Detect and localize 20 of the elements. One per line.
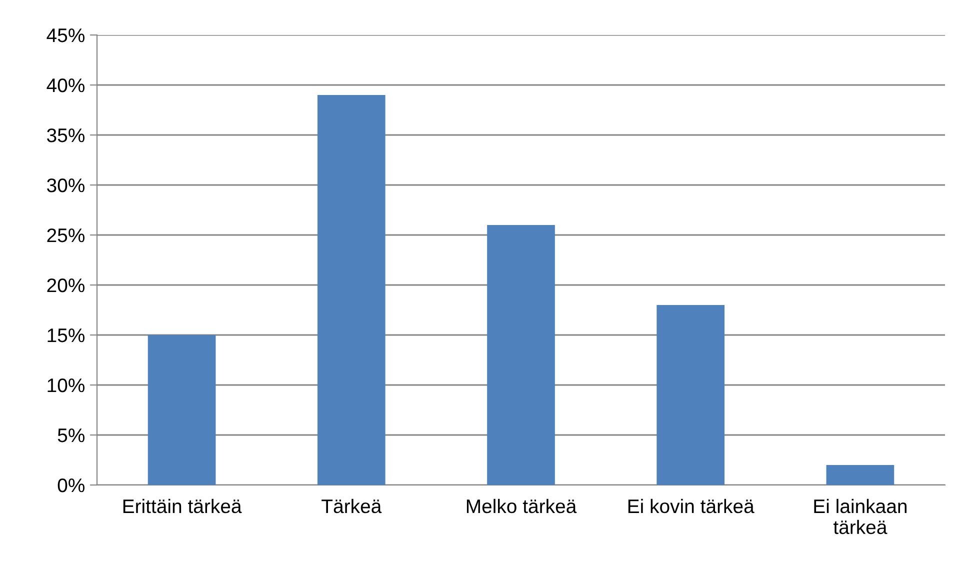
- y-tick-label: 45%: [46, 28, 85, 42]
- y-tick-label: 30%: [47, 178, 85, 192]
- bar: [487, 225, 555, 485]
- y-tick-label: 10%: [48, 378, 85, 392]
- y-tick-label: 35%: [47, 128, 85, 142]
- y-tick-label: 0%: [58, 478, 85, 492]
- y-tick-label: 5%: [58, 428, 85, 442]
- bar: [148, 335, 216, 485]
- y-tick-label: 20%: [47, 278, 85, 292]
- x-tick-label: Erittäin tärkeä: [123, 498, 242, 514]
- x-tick-label: Ei lainkaan tärkeä: [814, 498, 906, 534]
- x-tick-label: Melko tärkeä: [466, 498, 577, 514]
- y-tick-label: 15%: [48, 328, 85, 342]
- x-tick-label: Ei kovin tärkeä: [628, 498, 754, 514]
- bar: [317, 95, 386, 485]
- y-tick-label: 25%: [47, 228, 85, 242]
- bar: [826, 465, 894, 485]
- x-tick-label: Tärkeä: [322, 498, 382, 514]
- bar: [656, 305, 725, 485]
- y-tick-label: 40%: [46, 78, 85, 92]
